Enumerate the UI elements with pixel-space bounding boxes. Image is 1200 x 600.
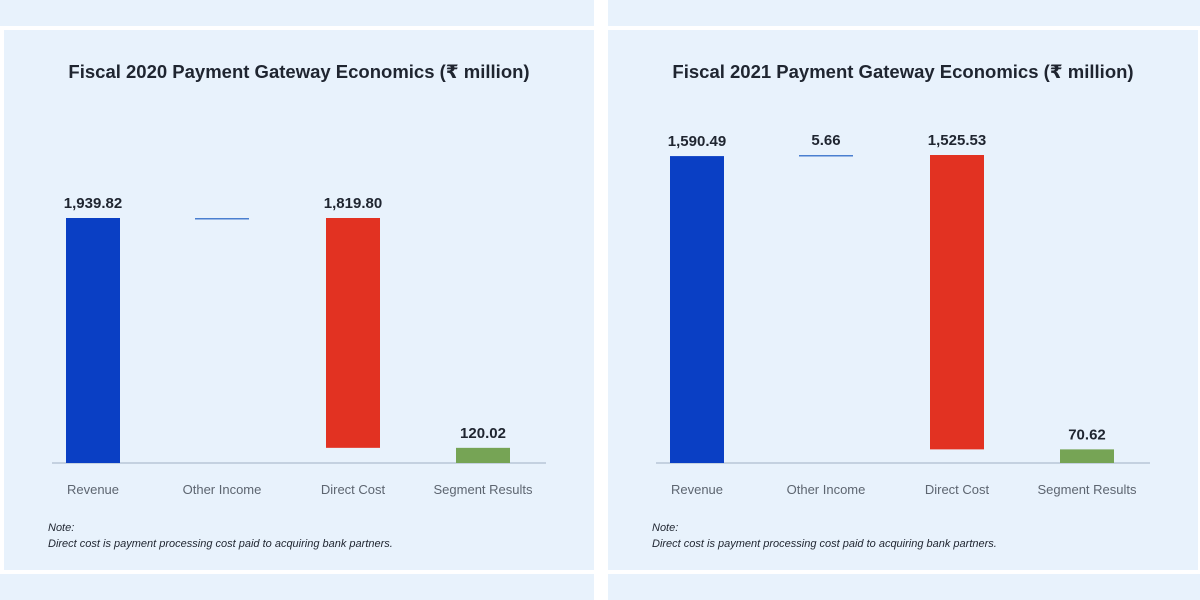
- chart-panel-fiscal-2021: Fiscal 2021 Payment Gateway Economics (₹…: [608, 30, 1198, 570]
- category-label: Revenue: [67, 482, 119, 497]
- data-label: 120.02: [460, 425, 506, 442]
- category-label: Revenue: [671, 482, 723, 497]
- data-label: 1,819.80: [324, 195, 382, 212]
- category-label: Other Income: [787, 482, 866, 497]
- bar-segment-results: [456, 447, 510, 463]
- chart-note: Note: Direct cost is payment processing …: [48, 520, 393, 552]
- data-label: 1,525.53: [928, 132, 986, 149]
- chart-svg: 1,939.82 Revenue Other Income 1,819.80 Direc…: [52, 195, 546, 497]
- panel-divider: [594, 0, 608, 600]
- bar-other-income: [799, 155, 853, 157]
- bar-revenue: [66, 218, 120, 463]
- bar-direct-cost: [930, 155, 984, 450]
- data-label: 70.62: [1068, 426, 1106, 443]
- bar-direct-cost: [326, 218, 380, 448]
- category-label: Direct Cost: [321, 482, 386, 497]
- data-label: 1,590.49: [668, 133, 726, 150]
- chart-svg: 1,590.49 Revenue 5.66 Other Income 1,525.53 D…: [656, 132, 1150, 497]
- chart-title: Fiscal 2021 Payment Gateway Economics (₹…: [672, 61, 1134, 82]
- bar-revenue: [670, 156, 724, 464]
- note-text: Direct cost is payment processing cost p…: [652, 538, 997, 550]
- note-heading: Note:: [652, 522, 679, 534]
- category-label: Segment Results: [1038, 482, 1137, 497]
- data-label: 1,939.82: [64, 195, 122, 212]
- bar-segment-results: [1060, 449, 1114, 463]
- chart-note: Note: Direct cost is payment processing …: [652, 520, 997, 552]
- chart-title: Fiscal 2020 Payment Gateway Economics (₹…: [68, 61, 530, 82]
- bar-other-income: [195, 218, 249, 220]
- category-label: Direct Cost: [925, 482, 990, 497]
- category-label: Other Income: [183, 482, 262, 497]
- category-label: Segment Results: [434, 482, 533, 497]
- note-heading: Note:: [48, 522, 75, 534]
- chart-panel-fiscal-2020: Fiscal 2020 Payment Gateway Economics (₹…: [4, 30, 594, 570]
- note-text: Direct cost is payment processing cost p…: [48, 538, 393, 550]
- data-label: 5.66: [811, 132, 840, 149]
